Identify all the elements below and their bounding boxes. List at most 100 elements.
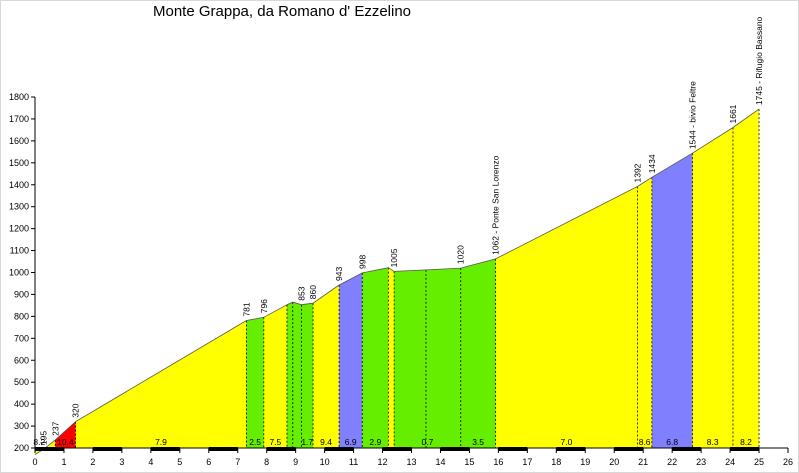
altitude-label-3: 781 xyxy=(241,302,251,316)
km-band-24 xyxy=(730,447,760,451)
x-tick-label-12: 12 xyxy=(378,457,388,467)
gradient-label-14: 7.0 xyxy=(561,437,573,447)
segment-fill-13 xyxy=(460,258,496,448)
x-tick-label-23: 23 xyxy=(696,457,706,467)
x-tick-label-5: 5 xyxy=(177,457,182,467)
segment-fill-18 xyxy=(732,109,760,448)
km-band-8 xyxy=(266,447,296,451)
altitude-label-4: 796 xyxy=(259,299,269,313)
x-tick-label-19: 19 xyxy=(580,457,590,467)
altitude-label-12: 1392 xyxy=(632,163,642,182)
profile-outline xyxy=(34,108,760,455)
x-tick-label-7: 7 xyxy=(235,457,240,467)
altitude-label-2: 320 xyxy=(71,403,81,417)
gradient-labels: 8.2 10.4 7.9 2.5 7.5 1.7 9.4 6.9 2.9 0.7 3.5 7.0 8.6… xyxy=(33,437,752,447)
altitude-label-10: 1020 xyxy=(456,245,466,264)
segment-fill-15 xyxy=(637,177,652,449)
x-tick-label-10: 10 xyxy=(320,457,330,467)
x-tick-label-1: 1 xyxy=(61,457,66,467)
segment-fill-3 xyxy=(75,320,247,448)
altitude-label-1: 237 xyxy=(50,421,60,435)
km-band-6 xyxy=(208,447,238,451)
segment-fill-14 xyxy=(495,186,638,448)
y-tick-label-200: 200 xyxy=(14,443,29,453)
x-tick-label-24: 24 xyxy=(725,457,735,467)
km-band-16 xyxy=(498,447,528,451)
x-tick-label-25: 25 xyxy=(754,457,764,467)
altitude-label-7: 943 xyxy=(334,267,344,281)
segment-fill-16 xyxy=(651,153,693,448)
altitude-label-14: 1544 - bivio Feltre xyxy=(687,81,697,149)
km-band-20 xyxy=(614,447,644,451)
x-tick-label-6: 6 xyxy=(206,457,211,467)
km-band-2 xyxy=(92,447,122,451)
y-tick-label-1200: 1200 xyxy=(9,224,29,234)
x-tick-label-4: 4 xyxy=(148,457,153,467)
x-tick-label-14: 14 xyxy=(435,457,445,467)
gradient-label-17: 8.3 xyxy=(707,437,719,447)
segment-fill-9 xyxy=(339,272,363,448)
y-tick-label-1700: 1700 xyxy=(9,114,29,124)
x-tick-label-15: 15 xyxy=(464,457,474,467)
y-tick-label-1600: 1600 xyxy=(9,136,29,146)
segment-fill-8 xyxy=(313,285,340,448)
segment-fill-5 xyxy=(263,304,287,448)
altitude-label-6: 860 xyxy=(308,285,318,299)
gradient-label-8: 9.4 xyxy=(320,437,332,447)
altitude-label-13: 1434 xyxy=(647,154,657,173)
x-tick-label-11: 11 xyxy=(349,457,358,467)
segment-fill-4 xyxy=(246,317,264,448)
profile-line xyxy=(34,108,760,455)
segment-fill-1 xyxy=(43,439,56,450)
y-tick-label-700: 700 xyxy=(14,333,29,343)
gradient-label-18: 8.2 xyxy=(740,437,752,447)
km-band-18 xyxy=(556,447,586,451)
km-marker-lines xyxy=(43,109,760,450)
gradient-label-15: 8.6 xyxy=(639,437,651,447)
km-band-4 xyxy=(150,447,180,451)
altitude-label-16: 1745 - Rifugio Bassano xyxy=(754,16,764,105)
gradient-segment-fills xyxy=(35,109,760,455)
altitude-label-11: 1062 - Ponte San Lorenzo xyxy=(490,155,500,255)
y-tick-label-500: 500 xyxy=(14,377,29,387)
x-tick-label-9: 9 xyxy=(293,457,298,467)
segment-fill-12 xyxy=(394,268,461,448)
altitude-label-0: 195 xyxy=(39,431,49,445)
y-tick-label-400: 400 xyxy=(14,399,29,409)
y-tick-label-1300: 1300 xyxy=(9,202,29,212)
y-tick-label-1100: 1100 xyxy=(10,246,29,256)
gradient-label-9: 6.9 xyxy=(345,437,357,447)
x-tick-label-8: 8 xyxy=(264,457,269,467)
segment-fill-10 xyxy=(362,267,389,448)
gradient-label-5: 7.5 xyxy=(269,437,281,447)
y-tick-label-1500: 1500 xyxy=(9,158,29,168)
segment-fill-11 xyxy=(388,267,395,448)
y-tick-label-800: 800 xyxy=(14,311,29,321)
x-tick-label-21: 21 xyxy=(638,457,648,467)
y-tick-label-300: 300 xyxy=(14,421,29,431)
gradient-label-2: 10.4 xyxy=(57,437,74,447)
altitude-label-9: 1005 xyxy=(389,248,399,267)
x-tick-label-16: 16 xyxy=(493,457,503,467)
altitude-label-8: 998 xyxy=(357,254,367,268)
gradient-label-3: 7.9 xyxy=(155,437,167,447)
gradient-label-12: 0.7 xyxy=(422,437,434,447)
x-tick-label-13: 13 xyxy=(406,457,416,467)
segment-fill-2 xyxy=(55,421,76,448)
gradient-label-0: 8.2 xyxy=(33,437,45,447)
y-tick-label-1400: 1400 xyxy=(9,180,29,190)
altitude-label-5: 853 xyxy=(296,286,306,300)
gradient-label-13: 3.5 xyxy=(472,437,484,447)
km-band-22 xyxy=(672,447,702,451)
x-tick-label-18: 18 xyxy=(551,457,561,467)
gradient-label-10: 2.9 xyxy=(369,437,381,447)
x-tick-label-2: 2 xyxy=(90,457,95,467)
x-tick-label-20: 20 xyxy=(609,457,619,467)
segment-fill-17 xyxy=(692,127,733,448)
y-tick-label-1800: 1800 xyxy=(9,92,29,102)
y-tick-label-900: 900 xyxy=(14,289,29,299)
x-tick-label-3: 3 xyxy=(119,457,124,467)
axes: 2003004005006007008009001000110012001300… xyxy=(9,92,793,467)
